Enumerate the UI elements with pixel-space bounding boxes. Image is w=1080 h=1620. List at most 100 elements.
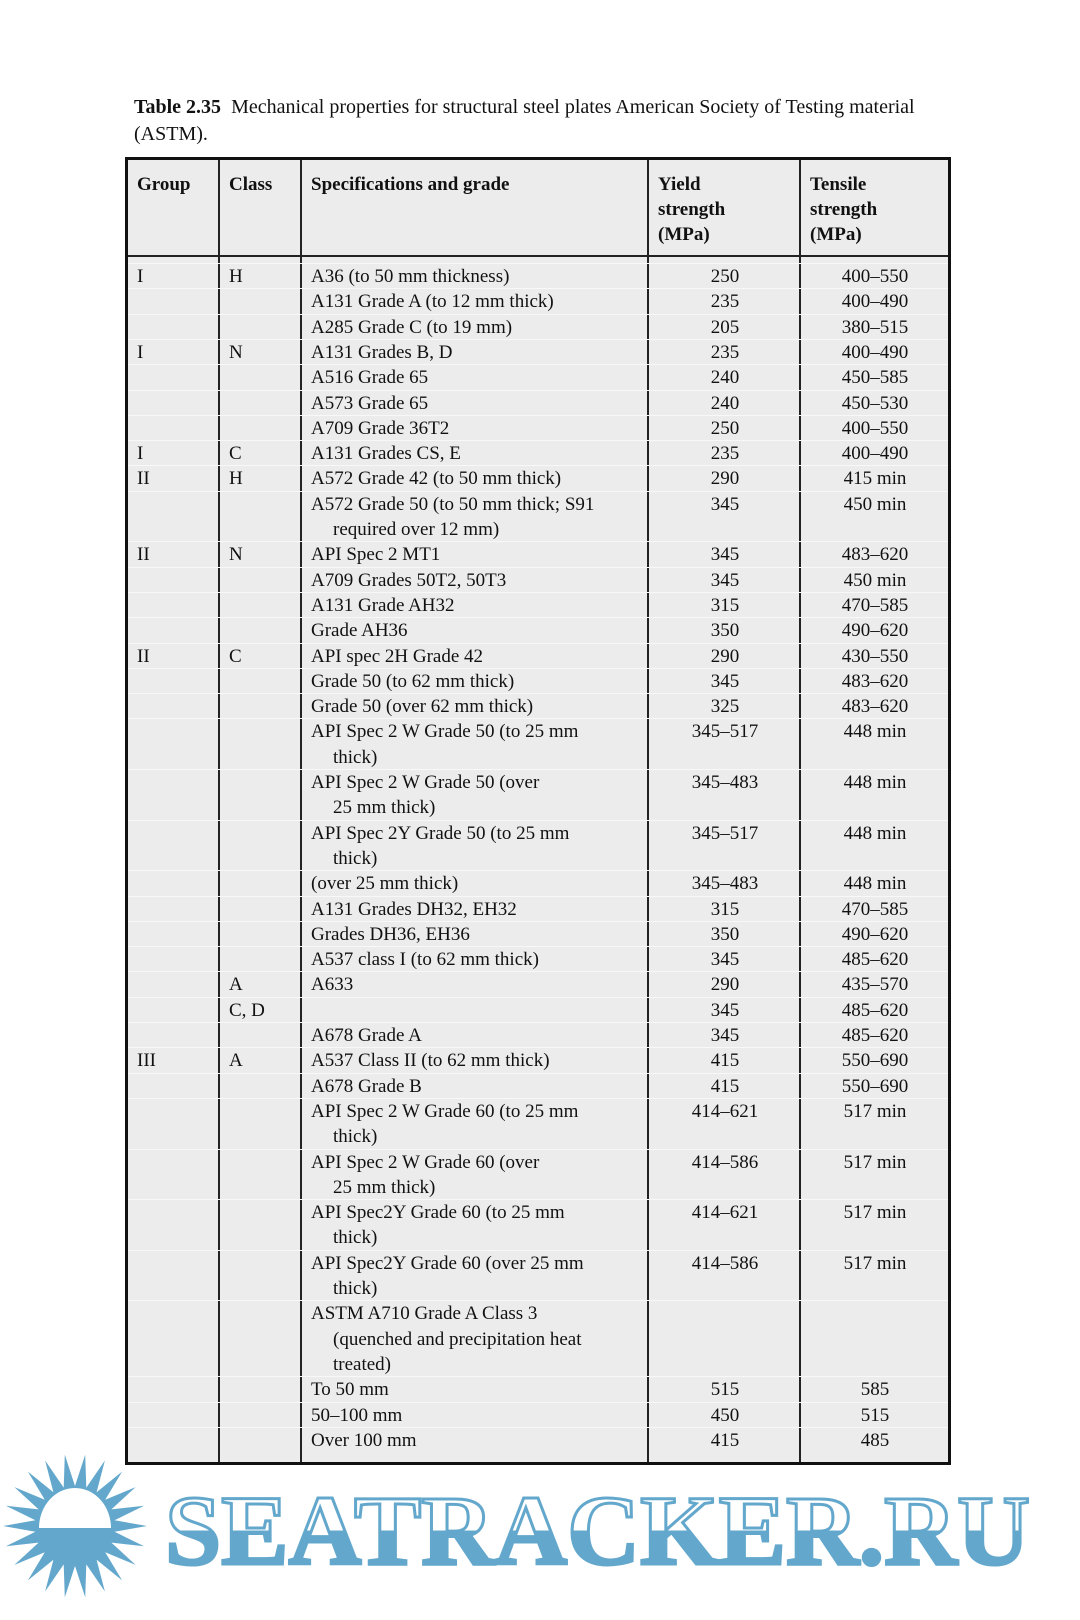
yield-cell: 345 (710, 999, 740, 1021)
spec-line: A572 Grade 42 (to 50 mm thick) (311, 468, 562, 490)
table-row: III A A537 Class II (to 62 mm thick) 415 550… (128, 1047, 948, 1073)
header-yield: Yield strength (MPa) (658, 172, 725, 247)
spec-cell: API Spec 2 W Grade 50 (to 25 mm thick) (311, 719, 578, 770)
tensile-cell: 490–620 (841, 620, 909, 642)
spec-cell: To 50 mm (311, 1377, 389, 1402)
class-cell: N (229, 341, 243, 363)
spec-cell: A537 Class II (to 62 mm thick) (311, 1048, 550, 1073)
spec-line: API Spec2Y Grade 60 (to 25 mm (311, 1202, 565, 1224)
yield-cell: 235 (710, 443, 740, 465)
spec-cell: A709 Grade 36T2 (311, 416, 449, 441)
spec-line: thick) (333, 1126, 378, 1148)
spec-line: A131 Grade A (to 12 mm thick) (311, 291, 554, 313)
yield-cell: 240 (710, 367, 740, 389)
table-label: Table 2.35 (134, 96, 222, 118)
spec-cell: A131 Grades CS, E (311, 441, 461, 466)
table-row: API Spec 2 W Grade 60 (to 25 mm thick) 414… (128, 1097, 948, 1150)
spec-line: API spec 2H Grade 42 (311, 645, 484, 667)
spec-line: Grade AH36 (311, 620, 408, 642)
yield-cell: 290 (710, 974, 740, 996)
yield-cell: 315 (710, 594, 740, 616)
table-row: I N A131 Grades B, D 235 400–490 (128, 338, 948, 365)
table-row: Over 100 mm 415 485 (128, 1426, 948, 1453)
yield-cell: 290 (710, 645, 740, 667)
yield-cell: 315 (710, 898, 740, 920)
table-row: A573 Grade 65 240 450–530 (128, 389, 948, 416)
tensile-cell: 400–490 (841, 291, 909, 313)
spec-cell: API Spec 2 W Grade 60 (to 25 mm thick) (311, 1099, 578, 1150)
tensile-cell: 550–690 (841, 1075, 909, 1097)
spec-cell: A131 Grade AH32 (311, 593, 455, 618)
table-row: API Spec 2 W Grade 50 (to 25 mm thick) 345… (128, 718, 948, 770)
tensile-cell: 448 min (843, 822, 907, 844)
table-row: A131 Grades DH32, EH32 315 470–585 (128, 895, 948, 922)
spec-line: API Spec 2 W Grade 50 (to 25 mm (311, 721, 579, 743)
spec-line: thick) (333, 847, 378, 869)
spec-cell: A573 Grade 65 (311, 391, 428, 416)
tensile-cell: 550–690 (841, 1050, 909, 1072)
spec-line: A537 class I (to 62 mm thick) (311, 949, 539, 971)
spec-line: API Spec 2 W Grade 60 (over (311, 1151, 540, 1173)
yield-cell: 290 (710, 468, 740, 490)
spec-cell: API Spec2Y Grade 60 (to 25 mm thick) (311, 1200, 565, 1251)
column-divider (647, 160, 649, 1462)
spec-line: API Spec 2 W Grade 50 (over (311, 772, 540, 793)
spec-line: A709 Grades 50T2, 50T3 (311, 569, 507, 591)
tensile-cell: 517 min (843, 1151, 907, 1173)
tensile-cell: 517 min (843, 1202, 907, 1224)
table-row: Grades DH36, EH36 350 490–620 (128, 920, 948, 947)
class-cell: H (229, 468, 243, 490)
table-row: II H A572 Grade 42 (to 50 mm thick) 290 415 … (128, 465, 948, 491)
table-row: A678 Grade B 415 550–690 (128, 1072, 948, 1099)
column-divider (218, 160, 220, 1462)
spec-line: 25 mm thick) (333, 1176, 436, 1198)
spec-line: treated) (333, 1353, 392, 1375)
table-row: (over 25 mm thick) 345–483 448 min (128, 870, 948, 896)
spec-line: required over 12 mm) (333, 518, 500, 540)
tensile-cell: 450–585 (841, 367, 909, 389)
column-divider (300, 160, 302, 1462)
table-row: API Spec2Y Grade 60 (to 25 mm thick) 414–6… (128, 1199, 948, 1251)
yield-cell: 205 (710, 316, 740, 338)
spec-line: thick) (333, 1227, 378, 1249)
spec-line: A36 (to 50 mm thickness) (311, 266, 510, 287)
spec-line: API Spec 2 MT1 (311, 544, 441, 566)
yield-cell: 345 (710, 544, 740, 566)
header-yield-line: (MPa) (658, 224, 710, 245)
header-spec: Specifications and grade (311, 174, 510, 195)
spec-line: Grades DH36, EH36 (311, 923, 470, 945)
table-row: I H A36 (to 50 mm thickness) 250 400–550 (128, 263, 948, 289)
yield-cell: 414–586 (691, 1252, 759, 1274)
yield-cell: 325 (710, 696, 740, 718)
spec-cell: Grade 50 (to 62 mm thick) (311, 669, 514, 694)
spec-cell: Grades DH36, EH36 (311, 922, 470, 947)
spec-line: A285 Grade C (to 19 mm) (311, 316, 513, 338)
spec-cell: A537 class I (to 62 mm thick) (311, 947, 539, 972)
header-tensile-line: strength (810, 199, 878, 220)
class-cell: C, D (229, 999, 265, 1021)
table-row: Grade AH36 350 490–620 (128, 617, 948, 643)
table-row: API Spec2Y Grade 60 (over 25 mm thick) 414… (128, 1249, 948, 1302)
tensile-cell: 448 min (843, 772, 907, 793)
tensile-cell: 515 (860, 1404, 890, 1426)
tensile-cell: 483–620 (841, 696, 909, 718)
spec-line: A709 Grade 36T2 (311, 417, 450, 439)
table-row: II N API Spec 2 MT1 345 483–620 (128, 541, 948, 567)
table-row: To 50 mm 515 585 (128, 1376, 948, 1402)
yield-cell: 240 (710, 392, 740, 414)
header-yield-line: strength (658, 199, 726, 220)
spec-line: A537 Class II (to 62 mm thick) (311, 1050, 550, 1072)
table-row: A516 Grade 65 240 450–585 (128, 364, 948, 390)
header-tensile: Tensile strength (MPa) (810, 172, 877, 247)
spec-line: Over 100 mm (311, 1429, 417, 1451)
spec-cell: API Spec 2 W Grade 50 (over 25 mm thick) (311, 770, 539, 821)
spec-line: 50–100 mm (311, 1404, 403, 1426)
yield-cell: 235 (710, 341, 740, 363)
yield-cell: 345 (710, 1025, 740, 1046)
spec-line: Grade 50 (over 62 mm thick) (311, 696, 534, 718)
spec-line: A678 Grade B (311, 1075, 422, 1097)
class-cell: C (229, 645, 242, 667)
spec-cell: A131 Grades B, D (311, 340, 452, 365)
spec-line: thick) (333, 1277, 378, 1299)
yield-cell: 235 (710, 291, 740, 313)
